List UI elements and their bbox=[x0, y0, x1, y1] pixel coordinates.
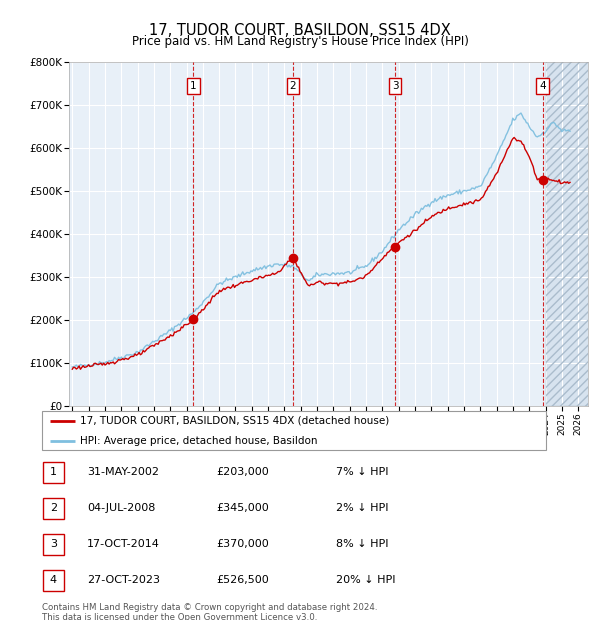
Text: 17, TUDOR COURT, BASILDON, SS15 4DX (detached house): 17, TUDOR COURT, BASILDON, SS15 4DX (det… bbox=[80, 415, 389, 426]
Bar bbox=[545, 62, 593, 406]
Text: £526,500: £526,500 bbox=[216, 575, 269, 585]
Text: 4: 4 bbox=[539, 81, 546, 91]
Text: 1: 1 bbox=[50, 467, 57, 477]
Text: £370,000: £370,000 bbox=[216, 539, 269, 549]
Text: 7% ↓ HPI: 7% ↓ HPI bbox=[336, 467, 389, 477]
Bar bbox=[545, 62, 593, 406]
Text: 27-OCT-2023: 27-OCT-2023 bbox=[87, 575, 160, 585]
Text: £345,000: £345,000 bbox=[216, 503, 269, 513]
Text: 2% ↓ HPI: 2% ↓ HPI bbox=[336, 503, 389, 513]
Text: 04-JUL-2008: 04-JUL-2008 bbox=[87, 503, 155, 513]
FancyBboxPatch shape bbox=[43, 462, 64, 483]
Text: HPI: Average price, detached house, Basildon: HPI: Average price, detached house, Basi… bbox=[80, 436, 317, 446]
Text: £203,000: £203,000 bbox=[216, 467, 269, 477]
Text: 17-OCT-2014: 17-OCT-2014 bbox=[87, 539, 160, 549]
Text: Contains HM Land Registry data © Crown copyright and database right 2024.
This d: Contains HM Land Registry data © Crown c… bbox=[42, 603, 377, 620]
Text: 17, TUDOR COURT, BASILDON, SS15 4DX: 17, TUDOR COURT, BASILDON, SS15 4DX bbox=[149, 23, 451, 38]
Text: 1: 1 bbox=[190, 81, 197, 91]
Text: 8% ↓ HPI: 8% ↓ HPI bbox=[336, 539, 389, 549]
Text: 3: 3 bbox=[50, 539, 57, 549]
Text: 31-MAY-2002: 31-MAY-2002 bbox=[87, 467, 159, 477]
Text: 3: 3 bbox=[392, 81, 398, 91]
Text: 20% ↓ HPI: 20% ↓ HPI bbox=[336, 575, 395, 585]
FancyBboxPatch shape bbox=[43, 498, 64, 519]
Text: 2: 2 bbox=[289, 81, 296, 91]
Text: 2: 2 bbox=[50, 503, 57, 513]
Text: Price paid vs. HM Land Registry's House Price Index (HPI): Price paid vs. HM Land Registry's House … bbox=[131, 35, 469, 48]
FancyBboxPatch shape bbox=[43, 534, 64, 555]
FancyBboxPatch shape bbox=[42, 411, 546, 449]
Text: 4: 4 bbox=[50, 575, 57, 585]
FancyBboxPatch shape bbox=[43, 570, 64, 591]
